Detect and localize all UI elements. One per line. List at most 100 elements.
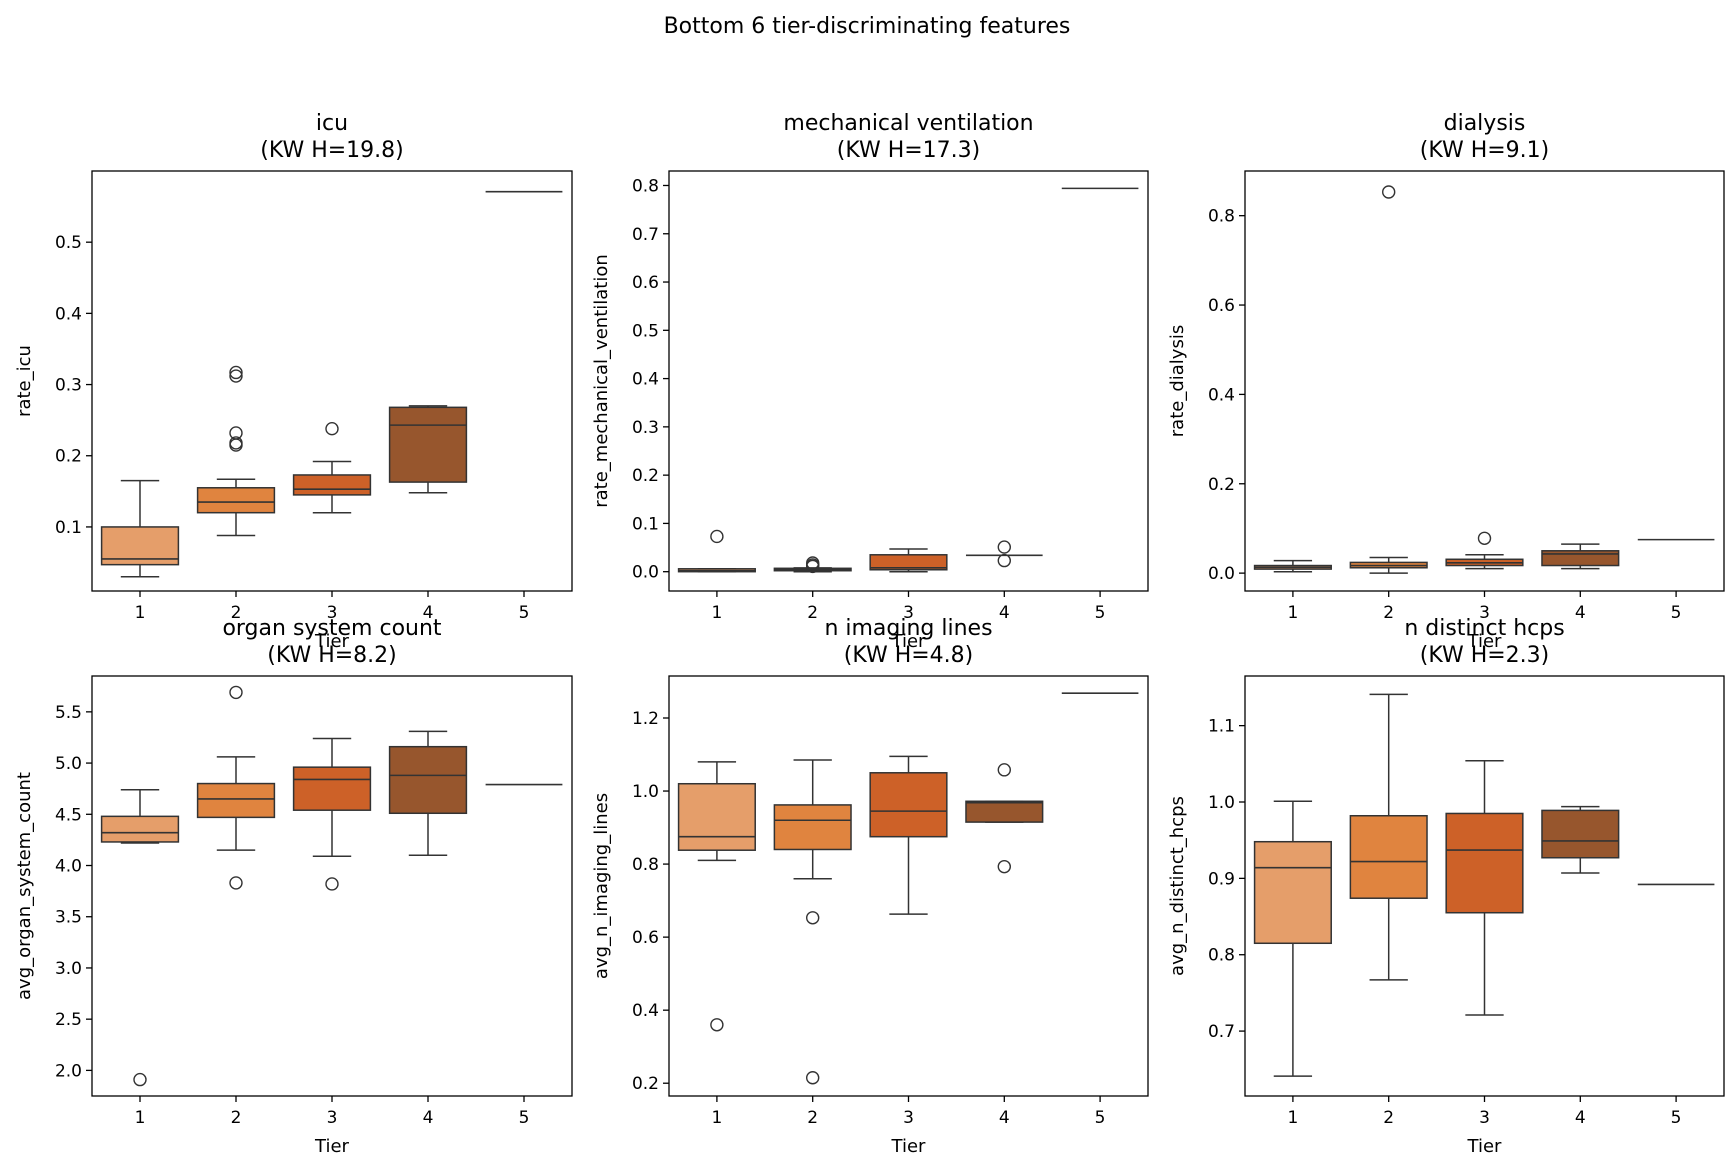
y-tick-label: 0.4 <box>632 370 659 390</box>
y-tick-label: 5.5 <box>55 703 82 723</box>
outlier-point <box>229 365 243 380</box>
y-tick-label: 1.0 <box>632 782 659 802</box>
x-tick-label: 3 <box>1479 1108 1490 1128</box>
box-tier-4 <box>388 730 468 857</box>
box-tier-4 <box>965 763 1044 874</box>
box-tier-2 <box>196 685 276 890</box>
y-tick-label: 0.8 <box>632 176 659 196</box>
outlier-point <box>229 369 243 383</box>
y-tick-label: 0.4 <box>632 1001 659 1021</box>
y-tick-label: 0.1 <box>55 518 82 538</box>
outlier-point <box>1477 531 1492 545</box>
x-tick-label: 4 <box>423 603 434 623</box>
y-tick-label: 0.6 <box>1208 296 1235 316</box>
x-tick-label: 3 <box>327 603 338 623</box>
iqr-box <box>677 782 756 851</box>
x-axis-label: Tier <box>1467 1136 1503 1157</box>
subplot-title: mechanical ventilation <box>783 111 1033 136</box>
x-tick-label: 3 <box>1479 603 1490 623</box>
x-tick-label: 4 <box>423 1108 434 1128</box>
y-tick-label: 0.3 <box>55 376 82 396</box>
subplot-subtitle: (KW H=17.3) <box>837 138 981 163</box>
x-tick-label: 5 <box>519 1108 530 1128</box>
x-tick-label: 5 <box>1671 1108 1682 1128</box>
x-axis-label: Tier <box>314 631 350 652</box>
y-axis-label: avg_n_imaging_lines <box>591 793 612 979</box>
iqr-box <box>1445 812 1524 914</box>
outlier-point <box>806 1071 820 1085</box>
iqr-box <box>292 766 372 811</box>
x-tick-label: 1 <box>135 603 146 623</box>
iqr-box <box>1541 550 1620 567</box>
x-tick-label: 3 <box>903 1108 914 1128</box>
outlier-point <box>229 685 243 700</box>
subplot-title: icu <box>316 111 348 136</box>
box-tier-2 <box>196 365 276 537</box>
outlier-point <box>997 540 1011 554</box>
x-tick-label: 1 <box>1287 1108 1298 1128</box>
y-tick-label: 1.1 <box>1208 717 1235 737</box>
subplot-5: n imaging lines(KW H=4.8) 0.2 0.4 0.6 0.8 1.0… <box>591 616 1149 1157</box>
y-tick-label: 0.0 <box>632 563 659 583</box>
box-tier-3 <box>1445 760 1524 1016</box>
y-tick-label: 0.0 <box>1208 564 1235 584</box>
outlier-point <box>806 556 820 570</box>
x-tick-label: 2 <box>807 1108 818 1128</box>
iqr-box <box>1541 809 1620 859</box>
x-tick-label: 2 <box>807 603 818 623</box>
box-tier-2 <box>773 759 852 1085</box>
y-tick-label: 0.2 <box>632 466 659 486</box>
y-tick-label: 0.3 <box>632 418 659 438</box>
subplot-title: dialysis <box>1444 111 1526 136</box>
outlier-point <box>1381 185 1396 199</box>
subplot-4: organ system count(KW H=8.2) 2.0 2.5 3.0 3.5… <box>14 616 573 1157</box>
box-tier-3 <box>292 737 372 891</box>
iqr-box <box>869 554 948 571</box>
subplot-2: mechanical ventilation(KW H=17.3) 0.0 0.1 0… <box>591 111 1149 652</box>
iqr-box <box>965 800 1044 823</box>
y-tick-label: 0.6 <box>632 273 659 293</box>
y-tick-label: 0.5 <box>55 233 82 253</box>
x-tick-label: 3 <box>327 1108 338 1128</box>
y-tick-label: 1.0 <box>1208 793 1235 813</box>
y-tick-label: 2.0 <box>55 1061 82 1081</box>
y-tick-label: 0.7 <box>632 225 659 245</box>
x-tick-label: 2 <box>1383 603 1394 623</box>
x-axis-label: Tier <box>891 1136 927 1157</box>
x-tick-label: 5 <box>519 603 530 623</box>
iqr-box <box>1349 814 1428 899</box>
y-tick-label: 0.9 <box>1208 869 1235 889</box>
outlier-point <box>325 421 339 436</box>
subplot-grid: icu(KW H=19.8) 0.1 0.2 0.3 0.4 0.5 1 2 3 4 5 Tier ra… <box>14 111 1725 1157</box>
box-tier-3 <box>869 548 948 573</box>
y-tick-label: 4.5 <box>55 805 82 825</box>
subplot-subtitle: (KW H=4.8) <box>844 643 974 668</box>
y-axis-label: rate_icu <box>14 345 35 417</box>
box-tier-1 <box>1253 800 1332 1077</box>
subplot-subtitle: (KW H=9.1) <box>1420 138 1550 163</box>
x-tick-label: 1 <box>711 1108 722 1128</box>
subplot-subtitle: (KW H=8.2) <box>267 643 397 668</box>
box-tier-2 <box>1349 185 1428 574</box>
outlier-point <box>133 1072 147 1087</box>
iqr-box <box>196 487 276 514</box>
outlier-point <box>325 877 339 891</box>
x-axis-label: Tier <box>891 631 927 652</box>
subplot-title: organ system count <box>222 616 441 641</box>
y-tick-label: 0.2 <box>55 447 82 467</box>
box-tier-2 <box>1349 693 1428 981</box>
box-tier-2 <box>773 556 852 574</box>
y-tick-label: 5.0 <box>55 754 82 774</box>
box-tier-1 <box>100 788 180 1087</box>
y-tick-label: 0.4 <box>55 304 82 324</box>
subplot-1: icu(KW H=19.8) 0.1 0.2 0.3 0.4 0.5 1 2 3 4 5 Tier ra… <box>14 111 573 652</box>
y-tick-label: 0.8 <box>1208 207 1235 227</box>
box-tier-4 <box>1541 543 1620 570</box>
y-tick-label: 0.5 <box>632 321 659 341</box>
y-tick-label: 0.4 <box>1208 385 1235 405</box>
box-tier-3 <box>869 755 948 915</box>
x-tick-label: 4 <box>1575 1108 1586 1128</box>
x-tick-label: 2 <box>1383 1108 1394 1128</box>
x-tick-label: 5 <box>1095 603 1106 623</box>
subplot-6: n distinct hcps(KW H=2.3) 0.7 0.8 0.9 1.0 1.1… <box>1167 616 1725 1157</box>
